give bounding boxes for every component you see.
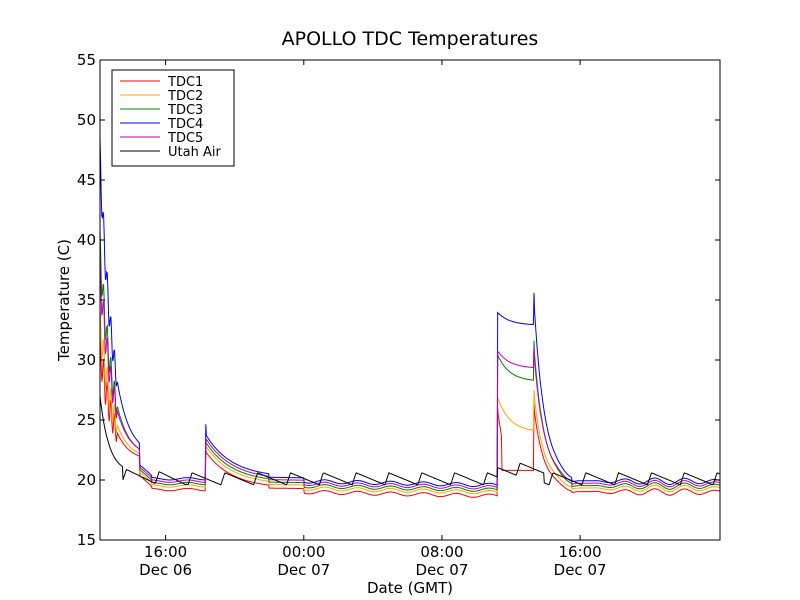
series-line-tdc1 (99, 328, 720, 498)
y-tick-label: 30 (77, 351, 96, 369)
x-tick-label-date: Dec 07 (277, 561, 330, 579)
legend-label: TDC2 (167, 89, 203, 104)
x-tick-label-date: Dec 07 (416, 561, 469, 579)
legend-label: Utah Air (168, 145, 221, 160)
x-tick-label-time: 00:00 (282, 543, 325, 561)
series-line-utah-air (99, 395, 720, 486)
y-tick-label: 55 (77, 51, 96, 69)
y-axis-ticks: 15 20 25 30 35 40 45 50 55 (77, 51, 720, 549)
y-tick-label: 15 (77, 531, 96, 549)
x-axis-label: Date (GMT) (367, 579, 453, 597)
y-tick-label: 35 (77, 291, 96, 309)
x-tick-label-time: 16:00 (144, 543, 187, 561)
series-layer (99, 137, 720, 498)
legend-label: TDC1 (167, 75, 203, 90)
x-tick-label-date: Dec 06 (139, 561, 192, 579)
series-line-tdc2 (99, 302, 720, 495)
y-axis-label: Temperature (C) (55, 239, 73, 362)
chart-title: APOLLO TDC Temperatures (282, 28, 539, 50)
legend-label: TDC3 (167, 103, 203, 118)
series-line-tdc4 (99, 137, 720, 487)
series-line-tdc3 (99, 229, 720, 492)
legend-label: TDC5 (167, 131, 203, 146)
x-tick-label-date: Dec 07 (554, 561, 607, 579)
series-line-tdc5 (99, 252, 720, 490)
legend-label: TDC4 (167, 117, 203, 132)
y-tick-label: 25 (77, 411, 96, 429)
y-tick-label: 50 (77, 111, 96, 129)
x-tick-label-time: 16:00 (558, 543, 601, 561)
y-tick-label: 45 (77, 171, 96, 189)
x-tick-label-time: 08:00 (420, 543, 463, 561)
y-tick-label: 40 (77, 231, 96, 249)
legend-box (111, 69, 235, 167)
y-tick-label: 20 (77, 471, 96, 489)
